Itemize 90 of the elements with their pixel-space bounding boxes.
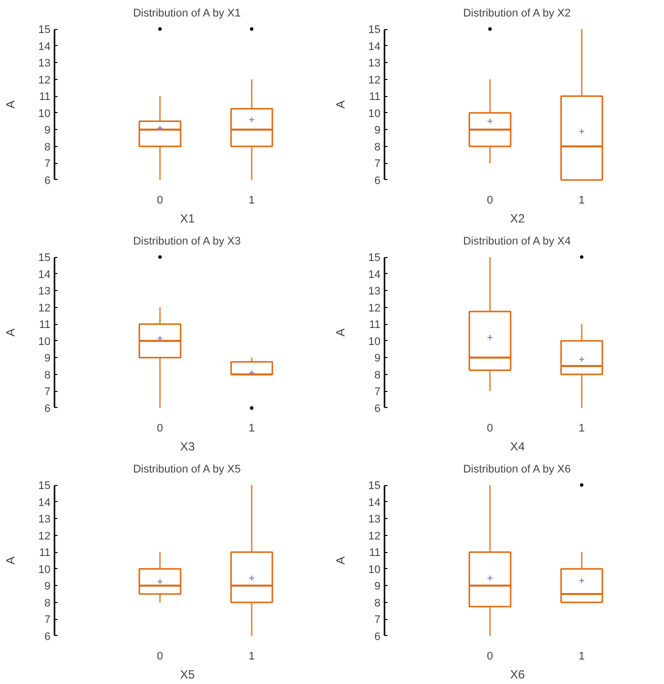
- y-tick-label: 15: [38, 24, 51, 36]
- y-tick-label: 14: [38, 40, 51, 53]
- chart-title: Distribution of A by X6: [463, 464, 571, 476]
- y-tick-label: 8: [374, 597, 381, 610]
- y-tick-label: 9: [374, 580, 381, 593]
- y-tick-label: 13: [38, 514, 51, 526]
- y-tick-label: 8: [44, 141, 51, 154]
- y-tick-label: 10: [38, 108, 51, 120]
- y-tick-label: 9: [374, 352, 381, 365]
- y-tick-label: 14: [368, 496, 381, 509]
- y-tick-label: 12: [38, 74, 51, 86]
- y-tick-label: 8: [374, 141, 381, 154]
- y-tick-label: 6: [374, 630, 381, 643]
- x-axis-title: X6: [510, 668, 526, 682]
- x-tick-label: 1: [248, 650, 255, 662]
- x-tick-label: 1: [578, 650, 585, 662]
- y-tick-label: 11: [369, 547, 381, 560]
- y-axis-title: A: [333, 556, 348, 564]
- y-tick-label: 11: [39, 91, 51, 104]
- y-tick-label: 14: [368, 40, 381, 53]
- y-tick-label: 6: [44, 402, 51, 415]
- x-axis-title: X3: [180, 440, 196, 454]
- y-tick-label: 15: [368, 24, 381, 36]
- x-tick-label: 1: [248, 422, 255, 434]
- x-axis-title: X5: [180, 668, 196, 682]
- y-tick-label: 10: [368, 564, 381, 576]
- y-axis-title: A: [333, 328, 348, 336]
- y-tick-label: 9: [44, 580, 51, 593]
- chart-title: Distribution of A by X2: [463, 8, 571, 20]
- y-tick-label: 9: [374, 124, 381, 137]
- y-tick-label: 10: [368, 336, 381, 348]
- y-tick-label: 10: [38, 336, 51, 348]
- x-tick-label: 0: [486, 194, 494, 206]
- chart-title: Distribution of A by X1: [133, 8, 241, 20]
- x-axis-title: X1: [180, 212, 196, 226]
- x-tick-label: 0: [486, 422, 494, 434]
- y-tick-label: 14: [38, 268, 51, 281]
- x-tick-label: 0: [156, 194, 164, 206]
- y-tick-label: 9: [44, 124, 51, 137]
- x-tick-label: 1: [578, 194, 585, 206]
- y-tick-label: 7: [44, 386, 51, 398]
- y-tick-label: 11: [39, 319, 51, 332]
- x-tick-label: 0: [156, 650, 164, 662]
- y-tick-label: 14: [38, 496, 51, 509]
- y-tick-label: 15: [368, 480, 381, 492]
- y-tick-label: 13: [368, 286, 381, 298]
- y-tick-label: 7: [44, 614, 51, 626]
- y-tick-label: 8: [44, 369, 51, 382]
- y-tick-label: 10: [368, 108, 381, 120]
- y-tick-label: 12: [368, 74, 381, 86]
- y-tick-label: 13: [368, 58, 381, 70]
- x-tick-label: 0: [156, 422, 164, 434]
- y-tick-label: 7: [44, 158, 51, 170]
- y-tick-label: 13: [38, 286, 51, 298]
- x-axis-title: X2: [510, 212, 526, 226]
- y-axis-title: A: [3, 328, 18, 336]
- y-tick-label: 12: [368, 530, 381, 542]
- y-tick-label: 10: [38, 564, 51, 576]
- y-tick-label: 9: [44, 352, 51, 365]
- y-tick-label: 7: [374, 614, 381, 626]
- y-tick-label: 8: [374, 369, 381, 382]
- y-tick-label: 13: [38, 58, 51, 70]
- y-tick-label: 11: [369, 91, 381, 104]
- y-tick-label: 6: [374, 174, 381, 187]
- x-tick-label: 1: [248, 194, 255, 206]
- chart-title: Distribution of A by X3: [133, 236, 241, 248]
- y-tick-label: 11: [39, 547, 51, 560]
- y-tick-label: 11: [369, 319, 381, 332]
- chart-title: Distribution of A by X5: [133, 464, 241, 476]
- y-tick-label: 14: [368, 268, 381, 281]
- y-tick-label: 13: [368, 514, 381, 526]
- y-tick-label: 6: [374, 402, 381, 415]
- y-tick-label: 6: [44, 174, 51, 187]
- y-axis-title: A: [3, 100, 18, 108]
- y-tick-label: 8: [44, 597, 51, 610]
- chart-title: Distribution of A by X4: [463, 236, 571, 248]
- y-tick-label: 15: [38, 480, 51, 492]
- y-tick-label: 7: [374, 386, 381, 398]
- y-tick-label: 12: [38, 302, 51, 314]
- x-tick-label: 0: [486, 650, 494, 662]
- x-axis-title: X4: [510, 440, 526, 454]
- y-tick-label: 12: [38, 530, 51, 542]
- y-tick-label: 15: [38, 252, 51, 264]
- y-tick-label: 12: [368, 302, 381, 314]
- y-axis-title: A: [333, 100, 348, 108]
- y-tick-label: 6: [44, 630, 51, 643]
- y-tick-label: 7: [374, 158, 381, 170]
- x-tick-label: 1: [578, 422, 585, 434]
- y-tick-label: 15: [368, 252, 381, 264]
- y-axis-title: A: [3, 556, 18, 564]
